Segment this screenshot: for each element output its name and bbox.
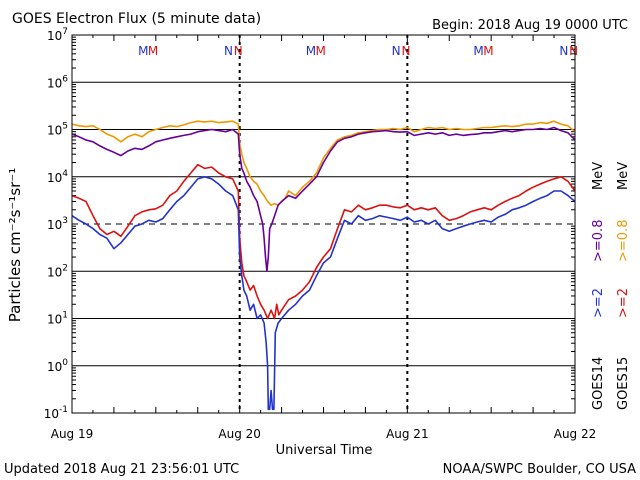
legend-goes14-unit: MeV [591, 162, 606, 190]
noon-marker-0: M [138, 44, 148, 58]
series-line-0 [71, 120, 576, 206]
y-tick-label-2: 101 [47, 311, 68, 327]
noon-marker-8: M [473, 44, 483, 58]
noon-marker-4: M [306, 44, 316, 58]
noon-marker-10: N [559, 44, 568, 58]
credit-label: NOAA/SWPC Boulder, CO USA [443, 462, 636, 477]
plot-frame [71, 34, 576, 414]
y-tick-label-6: 105 [47, 122, 68, 138]
y-tick-label-1: 100 [47, 358, 68, 374]
legend: GOES14 >=2 >=0.8 MeV GOES15 >=2 >=0.8 Me… [591, 162, 631, 410]
y-tick-labels: 10-1 100 101 102 103 104 105 106 107 [44, 27, 69, 421]
series-line-2 [71, 163, 576, 320]
x-tick-label-3: Aug 22 [554, 427, 597, 441]
legend-goes14-e08: >=0.8 [591, 220, 606, 262]
x-axis-label: Universal Time [276, 443, 373, 458]
y-axis-label: Particles cm⁻²s⁻¹sr⁻¹ [6, 168, 24, 322]
legend-goes15-unit: MeV [616, 162, 631, 190]
noon-marker-5: M [316, 44, 326, 58]
y-tick-label-4: 103 [47, 216, 68, 232]
legend-goes14-label: GOES14 [591, 357, 606, 410]
legend-goes15-e08: >=0.8 [616, 220, 631, 262]
series-layer [71, 120, 576, 411]
x-tick-labels: Aug 19 Aug 20 Aug 21 Aug 22 [51, 427, 597, 441]
y-tick-label-0: 10-1 [44, 405, 68, 421]
y-tick-label-5: 104 [47, 169, 68, 185]
noon-marker-6: N [392, 44, 401, 58]
legend-goes15-e2: >=2 [616, 288, 631, 318]
chart-title: GOES Electron Flux (5 minute data) [12, 11, 261, 27]
noon-marker-7: N [401, 44, 410, 58]
x-tick-label-1: Aug 20 [218, 427, 261, 441]
noon-marker-9: M [483, 44, 493, 58]
noon-marker-3: N [234, 44, 243, 58]
y-tick-label-3: 102 [47, 263, 68, 279]
legend-goes14-e2: >=2 [591, 288, 606, 318]
x-tick-label-2: Aug 21 [386, 427, 429, 441]
series-line-1 [71, 126, 576, 273]
begin-time-label: Begin: 2018 Aug 19 0000 UTC [432, 18, 628, 33]
noon-marker-11: N [569, 44, 578, 58]
y-tick-label-8: 107 [47, 27, 68, 43]
y-tick-label-7: 106 [47, 74, 68, 90]
noon-marker-2: N [224, 44, 233, 58]
updated-timestamp: Updated 2018 Aug 21 23:56:01 UTC [4, 462, 239, 477]
legend-goes15-label: GOES15 [616, 357, 631, 410]
series-line-3 [71, 176, 576, 411]
noon-marker-1: M [148, 44, 158, 58]
x-tick-label-0: Aug 19 [51, 427, 94, 441]
